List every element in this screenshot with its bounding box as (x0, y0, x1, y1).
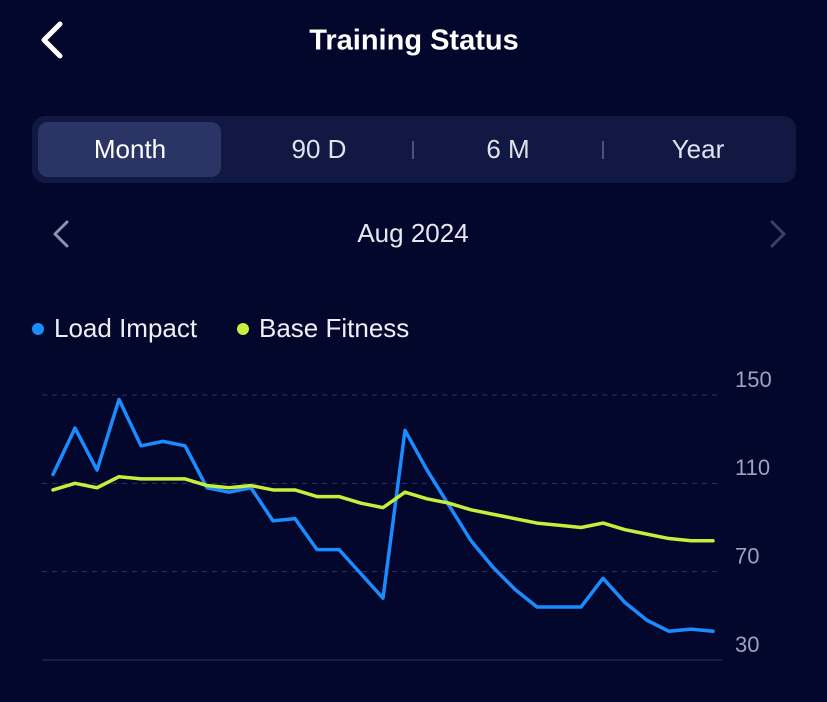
tab[interactable]: 90 D (292, 134, 347, 164)
y-tick-label: 30 (735, 632, 759, 657)
tab[interactable]: Year (672, 134, 725, 164)
back-button[interactable] (41, 21, 63, 59)
y-tick-label: 110 (735, 455, 770, 480)
screen-title: Training Status (309, 25, 518, 57)
legend-dot (32, 323, 44, 335)
y-tick-label: 70 (735, 543, 759, 568)
tab[interactable]: Month (94, 134, 166, 164)
series-line (51, 397, 715, 634)
y-tick-label: 150 (735, 367, 772, 392)
tab[interactable]: 6 M (486, 134, 529, 164)
series-line (51, 474, 715, 543)
legend-label: Load Impact (54, 313, 198, 343)
prev-button[interactable] (53, 220, 69, 248)
period-label: Aug 2024 (357, 218, 468, 248)
legend-dot (237, 323, 249, 335)
next-button[interactable] (770, 220, 786, 248)
tab-selected (38, 122, 221, 177)
legend-label: Base Fitness (259, 313, 409, 343)
